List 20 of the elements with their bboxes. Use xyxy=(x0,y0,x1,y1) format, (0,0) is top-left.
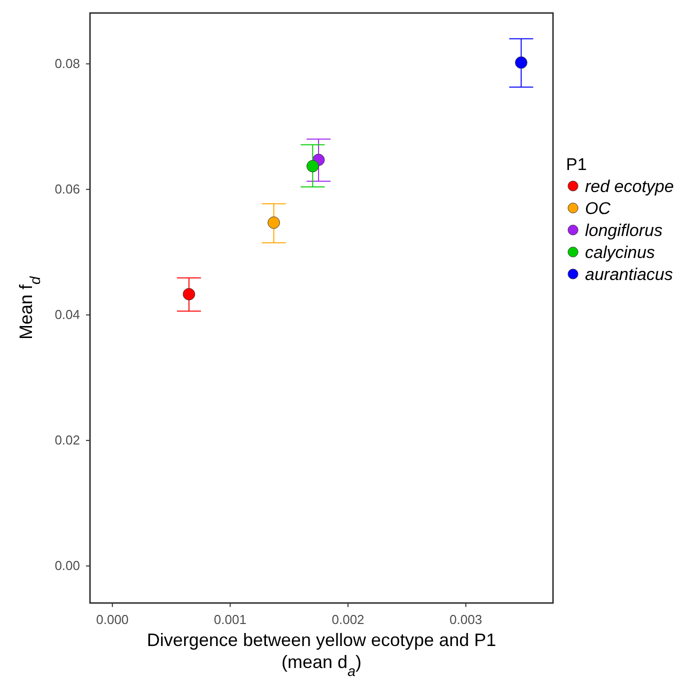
legend-title: P1 xyxy=(566,155,587,174)
x-axis-title: Divergence between yellow ecotype and P1 (mean d$_{a}$) xyxy=(146,630,496,680)
legend-label: red ecotype xyxy=(585,177,674,196)
legend-label: aurantiacus xyxy=(585,265,674,284)
y-tick-label: 0.08 xyxy=(54,56,80,71)
point xyxy=(182,288,196,300)
legend-label: calycinus xyxy=(585,243,656,262)
legend-label: OC xyxy=(585,199,612,218)
point xyxy=(306,160,319,172)
point xyxy=(268,216,280,229)
y-tick-label: 0.02 xyxy=(54,432,80,448)
y-tick-label: 0.06 xyxy=(54,182,80,197)
x-tick-label: 0.000 xyxy=(96,612,129,628)
x-tick-label: 0.001 xyxy=(214,612,246,628)
y-tick-label: 0.04 xyxy=(54,307,80,322)
legend-label: longiflorus xyxy=(585,221,663,240)
x-tick-label: 0.002 xyxy=(332,612,364,628)
y-tick-label: 0.00 xyxy=(54,558,80,574)
x-tick-label: 0.003 xyxy=(450,612,482,628)
point xyxy=(515,56,528,69)
